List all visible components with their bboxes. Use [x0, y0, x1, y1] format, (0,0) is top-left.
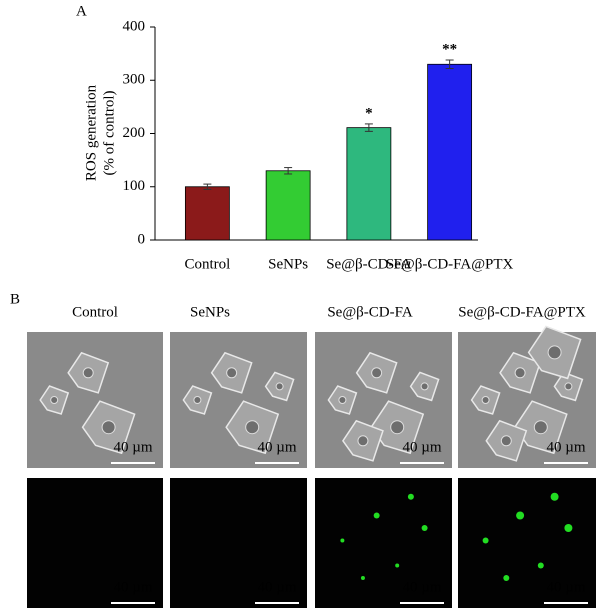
y-tick-label: 400	[123, 18, 146, 34]
nucleus	[390, 420, 405, 435]
scale-bar-label: 40 µm	[113, 439, 152, 455]
column-title: SeNPs	[190, 304, 230, 320]
nucleus	[245, 420, 260, 435]
scale-bar-label: 40 µm	[257, 579, 296, 595]
nucleus	[371, 367, 383, 379]
fluorescence-image	[27, 478, 163, 608]
y-tick-label: 0	[138, 231, 146, 247]
y-axis-title-line: ROS generation	[83, 84, 99, 181]
nucleus	[82, 367, 94, 379]
fluorescence-spot	[537, 562, 544, 569]
y-axis-title: ROS generation (% of control)	[83, 84, 117, 181]
nucleus	[500, 435, 512, 447]
bar	[427, 63, 473, 241]
nucleus	[226, 367, 238, 379]
fluorescence-image	[170, 478, 307, 608]
fluorescence-spot	[373, 512, 380, 519]
column-title: Se@β-CD-FA@PTX	[458, 304, 586, 320]
bar	[346, 127, 392, 241]
scale-bar-label: 40 µm	[402, 439, 441, 455]
fluorescence-spot	[503, 575, 510, 581]
fluorescence-image	[315, 478, 452, 608]
scale-bar-label: 40 µm	[546, 579, 585, 595]
y-tick-label: 200	[123, 125, 146, 141]
significance-label: *	[365, 105, 373, 121]
significance-label: **	[442, 41, 457, 57]
x-tick-label: Se@β-CD-FA	[326, 256, 412, 272]
y-tick-label: 300	[123, 72, 146, 88]
scale-bar-label: 40 µm	[257, 439, 296, 455]
panel-label: A	[76, 3, 87, 19]
fluorescence-spot	[516, 511, 525, 520]
bar	[265, 170, 311, 241]
nucleus	[420, 382, 429, 391]
nucleus	[338, 396, 347, 404]
x-tick-label: SeNPs	[268, 256, 308, 272]
panel-label: B	[10, 291, 20, 307]
bar	[184, 186, 230, 241]
nucleus	[481, 396, 490, 404]
fluorescence-spot	[360, 576, 365, 580]
nucleus	[50, 396, 59, 404]
fluorescence-spot	[482, 537, 489, 544]
nucleus	[547, 345, 562, 360]
fluorescence-spot	[550, 492, 559, 501]
y-axis-title-line: (% of control)	[101, 91, 117, 176]
nucleus	[533, 420, 548, 435]
scale-bar-label: 40 µm	[113, 579, 152, 595]
scale-bar-label: 40 µm	[402, 579, 441, 595]
y-tick-label: 100	[123, 178, 146, 194]
fluorescence-spot	[395, 563, 400, 568]
nucleus	[514, 367, 526, 379]
fluorescence-image	[458, 478, 596, 608]
nucleus	[564, 382, 573, 391]
nucleus	[101, 420, 116, 435]
fluorescence-spot	[564, 524, 573, 532]
x-tick-label: Control	[184, 256, 230, 272]
column-title: Control	[72, 304, 118, 320]
fluorescence-spot	[407, 493, 414, 500]
column-title: Se@β-CD-FA	[327, 304, 413, 320]
fluorescence-spot	[421, 525, 428, 531]
scale-bar-label: 40 µm	[546, 439, 585, 455]
x-tick-label: Se@β-CD-FA@PTX	[386, 256, 514, 272]
nucleus	[275, 382, 284, 391]
fluorescence-spot	[340, 538, 345, 543]
nucleus	[357, 435, 369, 447]
nucleus	[193, 396, 202, 404]
